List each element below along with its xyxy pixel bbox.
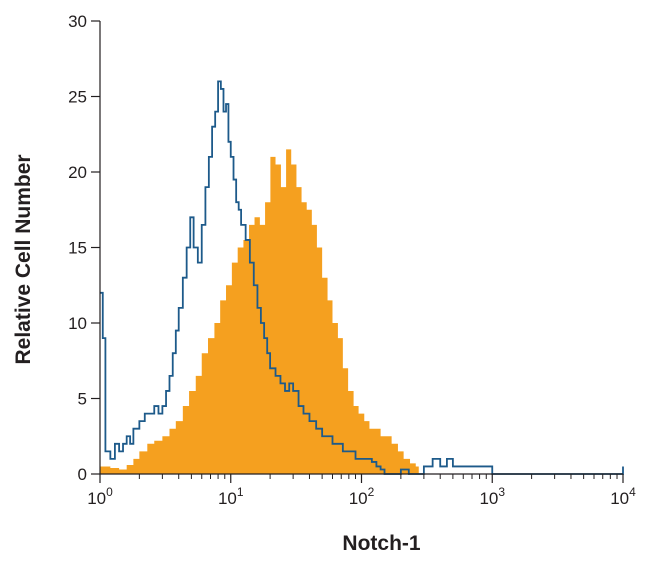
y-tick-label: 5: [78, 390, 87, 409]
y-tick-label: 10: [68, 314, 87, 333]
x-tick-label: 104: [610, 485, 636, 508]
series-filled-histogram: [100, 149, 419, 474]
x-tick-label: 100: [87, 485, 113, 508]
y-tick-label: 25: [68, 88, 87, 107]
x-tick-label: 102: [349, 485, 375, 508]
x-tick-label: 103: [479, 485, 505, 508]
x-ticks: 100 101 102 103 104: [87, 474, 636, 508]
y-tick-label: 0: [78, 465, 87, 484]
plot-area: 0 5 10 15 20 25 30 100 101 102 103 104: [68, 12, 636, 508]
x-axis-title: Notch-1: [342, 532, 420, 555]
y-ticks: 0 5 10 15 20 25 30: [68, 12, 100, 484]
y-tick-label: 15: [68, 239, 87, 258]
y-tick-label: 20: [68, 163, 87, 182]
y-axis-title: Relative Cell Number: [12, 154, 35, 364]
y-tick-label: 30: [68, 12, 87, 31]
series-layer: [100, 80, 624, 475]
series-outline-histogram: [100, 80, 624, 475]
x-tick-label: 101: [218, 485, 244, 508]
